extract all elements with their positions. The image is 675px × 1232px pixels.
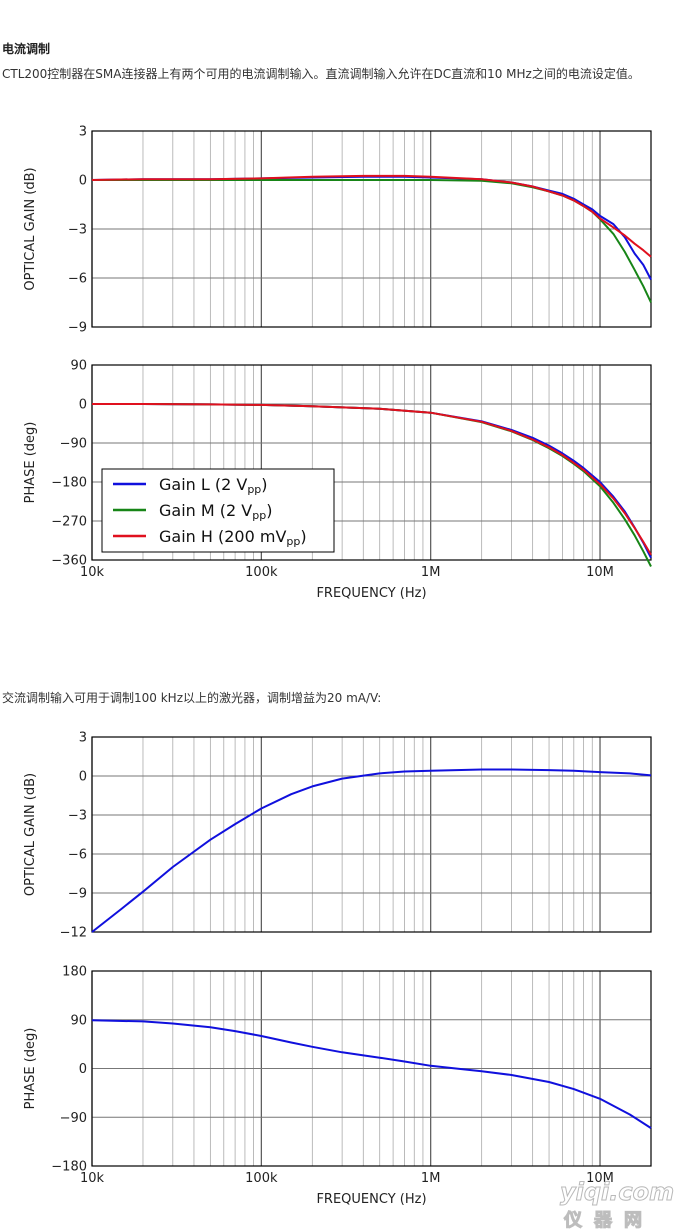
- y-tick-label: −9: [68, 321, 87, 336]
- series-line-gain-h: [91, 174, 652, 258]
- legend-entry: Gain M (2 Vpp): [159, 501, 272, 522]
- series-line-response: [91, 1019, 652, 1129]
- y-tick-label: −90: [60, 437, 87, 452]
- y-tick-label: −9: [68, 887, 87, 902]
- y-axis-label: OPTICAL GAIN (dB): [23, 773, 38, 896]
- plot-frame: [91, 130, 652, 328]
- x-tick-label: 10M: [586, 1171, 614, 1186]
- x-tick-label: 10M: [586, 565, 614, 580]
- plot-frame: [91, 970, 652, 1167]
- y-tick-label: −360: [51, 554, 87, 569]
- x-tick-label: 10k: [80, 1171, 105, 1186]
- x-axis-label: FREQUENCY (Hz): [316, 1192, 426, 1207]
- series-line-response: [91, 768, 652, 933]
- y-tick-label: −12: [60, 926, 87, 941]
- plot-frame: [91, 364, 652, 561]
- y-tick-label: 180: [62, 965, 87, 980]
- legend-entry: Gain L (2 Vpp): [159, 475, 268, 496]
- x-tick-label: 1M: [421, 565, 441, 580]
- x-axis-label: FREQUENCY (Hz): [316, 586, 426, 601]
- y-axis-label: OPTICAL GAIN (dB): [23, 167, 38, 290]
- y-tick-label: −180: [51, 476, 87, 491]
- y-tick-label: 0: [79, 174, 87, 189]
- y-axis-label: PHASE (deg): [23, 1028, 38, 1110]
- watermark-chinese: 仪器网: [564, 1210, 654, 1232]
- x-tick-label: 1M: [421, 1171, 441, 1186]
- y-tick-label: 3: [79, 731, 87, 746]
- y-tick-label: −6: [68, 272, 87, 287]
- y-tick-label: −3: [68, 223, 87, 238]
- y-tick-label: 90: [70, 1013, 87, 1028]
- y-tick-label: 0: [79, 770, 87, 785]
- x-tick-label: 100k: [245, 1171, 278, 1186]
- figure-dc-modulation: −9 −6 −3 0 3 OPTICAL GAIN (dB) −360 −270 −180 −90…: [23, 125, 652, 601]
- y-axis-label: PHASE (deg): [23, 422, 38, 504]
- y-tick-label: −180: [51, 1160, 87, 1175]
- plot-frame: [91, 736, 652, 933]
- figure-ac-modulation: −12 −9 −6 −3 0 3 OPTICAL GAIN (dB) −180 −90 0 90 18…: [23, 731, 652, 1207]
- intro-paragraph: CTL200控制器在SMA连接器上有两个可用的电流调制输入。直流调制输入允许在D…: [2, 67, 640, 81]
- y-tick-label: −6: [68, 848, 87, 863]
- series-line-gain-h: [92, 403, 652, 556]
- x-tick-label: 100k: [245, 565, 278, 580]
- x-tick-label: 10k: [80, 565, 105, 580]
- legend: Gain L (2 Vpp) Gain M (2 Vpp) Gain H (200 …: [101, 468, 335, 553]
- watermark-logo: yiqi.com 仪器网: [559, 1178, 675, 1232]
- y-tick-label: 3: [79, 125, 87, 140]
- y-tick-label: 0: [79, 1062, 87, 1077]
- y-tick-label: −270: [51, 515, 87, 530]
- series-line-gain-l: [91, 175, 652, 281]
- section-heading: 电流调制: [2, 42, 51, 56]
- y-tick-label: 0: [79, 398, 87, 413]
- ac-paragraph: 交流调制输入可用于调制100 kHz以上的激光器，调制增益为20 mA/V:: [2, 691, 382, 705]
- y-tick-label: −90: [60, 1111, 87, 1126]
- y-tick-label: 90: [70, 359, 87, 374]
- legend-entry: Gain H (200 mVpp): [159, 527, 307, 548]
- y-tick-label: −3: [68, 809, 87, 824]
- watermark-text: yiqi.com: [559, 1178, 675, 1207]
